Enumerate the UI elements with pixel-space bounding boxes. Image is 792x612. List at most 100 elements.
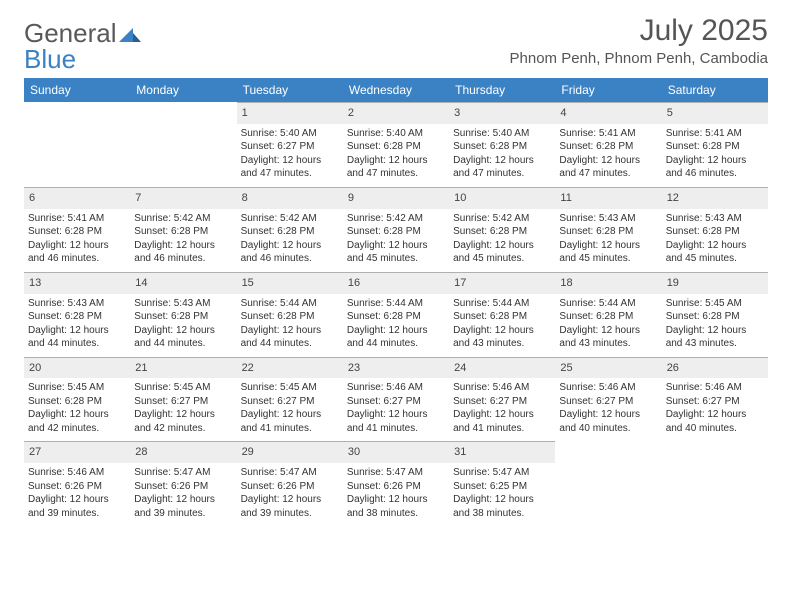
calendar-week-row: 27Sunrise: 5:46 AMSunset: 6:26 PMDayligh…	[24, 441, 768, 526]
daylight-text: Daylight: 12 hours	[453, 239, 551, 253]
daylight-text: and 45 minutes.	[666, 252, 764, 266]
day-number: 26	[662, 357, 768, 379]
calendar-day-cell: 28Sunrise: 5:47 AMSunset: 6:26 PMDayligh…	[130, 441, 236, 526]
sunrise-text: Sunrise: 5:42 AM	[453, 212, 551, 226]
day-number: 23	[343, 357, 449, 379]
daylight-text: and 46 minutes.	[134, 252, 232, 266]
daylight-text: Daylight: 12 hours	[28, 239, 126, 253]
calendar-day-cell: 9Sunrise: 5:42 AMSunset: 6:28 PMDaylight…	[343, 187, 449, 272]
day-number: 5	[662, 102, 768, 124]
day-number: 13	[24, 272, 130, 294]
daylight-text: and 38 minutes.	[347, 507, 445, 521]
day-number: 1	[237, 102, 343, 124]
sunset-text: Sunset: 6:28 PM	[347, 225, 445, 239]
daylight-text: Daylight: 12 hours	[241, 408, 339, 422]
sunrise-text: Sunrise: 5:46 AM	[666, 381, 764, 395]
daylight-text: Daylight: 12 hours	[241, 239, 339, 253]
calendar-day-cell: 16Sunrise: 5:44 AMSunset: 6:28 PMDayligh…	[343, 272, 449, 357]
weekday-header: Friday	[555, 78, 661, 102]
day-number: 11	[555, 187, 661, 209]
weekday-header: Monday	[130, 78, 236, 102]
calendar-day-cell: 30Sunrise: 5:47 AMSunset: 6:26 PMDayligh…	[343, 441, 449, 526]
daylight-text: and 45 minutes.	[453, 252, 551, 266]
sunset-text: Sunset: 6:27 PM	[134, 395, 232, 409]
daylight-text: and 44 minutes.	[347, 337, 445, 351]
calendar-day-cell: 4Sunrise: 5:41 AMSunset: 6:28 PMDaylight…	[555, 102, 661, 187]
sunrise-text: Sunrise: 5:47 AM	[453, 466, 551, 480]
calendar-day-cell: 29Sunrise: 5:47 AMSunset: 6:26 PMDayligh…	[237, 441, 343, 526]
calendar-day-cell: 6Sunrise: 5:41 AMSunset: 6:28 PMDaylight…	[24, 187, 130, 272]
sunset-text: Sunset: 6:28 PM	[559, 310, 657, 324]
sunrise-text: Sunrise: 5:46 AM	[559, 381, 657, 395]
day-number: 31	[449, 441, 555, 463]
daylight-text: and 42 minutes.	[28, 422, 126, 436]
daylight-text: and 46 minutes.	[666, 167, 764, 181]
calendar-day-cell: 31Sunrise: 5:47 AMSunset: 6:25 PMDayligh…	[449, 441, 555, 526]
calendar-day-cell: 14Sunrise: 5:43 AMSunset: 6:28 PMDayligh…	[130, 272, 236, 357]
daylight-text: and 46 minutes.	[28, 252, 126, 266]
calendar-day-cell: 12Sunrise: 5:43 AMSunset: 6:28 PMDayligh…	[662, 187, 768, 272]
weekday-header: Tuesday	[237, 78, 343, 102]
sunrise-text: Sunrise: 5:47 AM	[241, 466, 339, 480]
sunrise-text: Sunrise: 5:43 AM	[666, 212, 764, 226]
daylight-text: Daylight: 12 hours	[347, 493, 445, 507]
sunset-text: Sunset: 6:25 PM	[453, 480, 551, 494]
sunrise-text: Sunrise: 5:46 AM	[347, 381, 445, 395]
calendar-day-cell: 24Sunrise: 5:46 AMSunset: 6:27 PMDayligh…	[449, 357, 555, 442]
daylight-text: Daylight: 12 hours	[666, 239, 764, 253]
sunset-text: Sunset: 6:28 PM	[559, 140, 657, 154]
day-number: 9	[343, 187, 449, 209]
weekday-header: Saturday	[662, 78, 768, 102]
day-number: 25	[555, 357, 661, 379]
sunset-text: Sunset: 6:28 PM	[134, 225, 232, 239]
calendar-day-cell: 20Sunrise: 5:45 AMSunset: 6:28 PMDayligh…	[24, 357, 130, 442]
sunrise-text: Sunrise: 5:47 AM	[134, 466, 232, 480]
daylight-text: and 39 minutes.	[241, 507, 339, 521]
sunrise-text: Sunrise: 5:42 AM	[241, 212, 339, 226]
sunset-text: Sunset: 6:28 PM	[241, 225, 339, 239]
logo-line2: Blue	[24, 44, 76, 74]
day-number: 7	[130, 187, 236, 209]
sunset-text: Sunset: 6:28 PM	[453, 225, 551, 239]
calendar-day-cell: 1Sunrise: 5:40 AMSunset: 6:27 PMDaylight…	[237, 102, 343, 187]
sunset-text: Sunset: 6:27 PM	[559, 395, 657, 409]
logo-mark-icon	[119, 20, 141, 46]
sunset-text: Sunset: 6:28 PM	[666, 140, 764, 154]
sunrise-text: Sunrise: 5:43 AM	[559, 212, 657, 226]
day-number: 15	[237, 272, 343, 294]
day-number: 29	[237, 441, 343, 463]
sunrise-text: Sunrise: 5:44 AM	[347, 297, 445, 311]
sunrise-text: Sunrise: 5:45 AM	[666, 297, 764, 311]
weekday-header: Thursday	[449, 78, 555, 102]
calendar-page: General Blue July 2025 Phnom Penh, Phnom…	[0, 0, 792, 612]
sunset-text: Sunset: 6:27 PM	[453, 395, 551, 409]
calendar-day-cell: 2Sunrise: 5:40 AMSunset: 6:28 PMDaylight…	[343, 102, 449, 187]
calendar-day-cell: 22Sunrise: 5:45 AMSunset: 6:27 PMDayligh…	[237, 357, 343, 442]
weekday-header-row: Sunday Monday Tuesday Wednesday Thursday…	[24, 78, 768, 102]
daylight-text: and 47 minutes.	[241, 167, 339, 181]
calendar-week-row: 20Sunrise: 5:45 AMSunset: 6:28 PMDayligh…	[24, 357, 768, 442]
sunset-text: Sunset: 6:26 PM	[347, 480, 445, 494]
daylight-text: and 41 minutes.	[241, 422, 339, 436]
daylight-text: Daylight: 12 hours	[134, 239, 232, 253]
daylight-text: and 47 minutes.	[347, 167, 445, 181]
day-number: 21	[130, 357, 236, 379]
daylight-text: Daylight: 12 hours	[559, 154, 657, 168]
sunset-text: Sunset: 6:26 PM	[241, 480, 339, 494]
daylight-text: and 46 minutes.	[241, 252, 339, 266]
daylight-text: Daylight: 12 hours	[28, 324, 126, 338]
day-number: 8	[237, 187, 343, 209]
daylight-text: Daylight: 12 hours	[559, 239, 657, 253]
daylight-text: Daylight: 12 hours	[134, 493, 232, 507]
calendar-day-cell	[662, 441, 768, 526]
day-number: 20	[24, 357, 130, 379]
location-text: Phnom Penh, Phnom Penh, Cambodia	[510, 50, 769, 67]
calendar-table: Sunday Monday Tuesday Wednesday Thursday…	[24, 78, 768, 526]
month-title: July 2025	[510, 14, 769, 48]
logo: General Blue	[24, 14, 141, 72]
daylight-text: Daylight: 12 hours	[453, 408, 551, 422]
day-number: 27	[24, 441, 130, 463]
daylight-text: and 44 minutes.	[28, 337, 126, 351]
daylight-text: Daylight: 12 hours	[347, 239, 445, 253]
sunset-text: Sunset: 6:28 PM	[666, 225, 764, 239]
